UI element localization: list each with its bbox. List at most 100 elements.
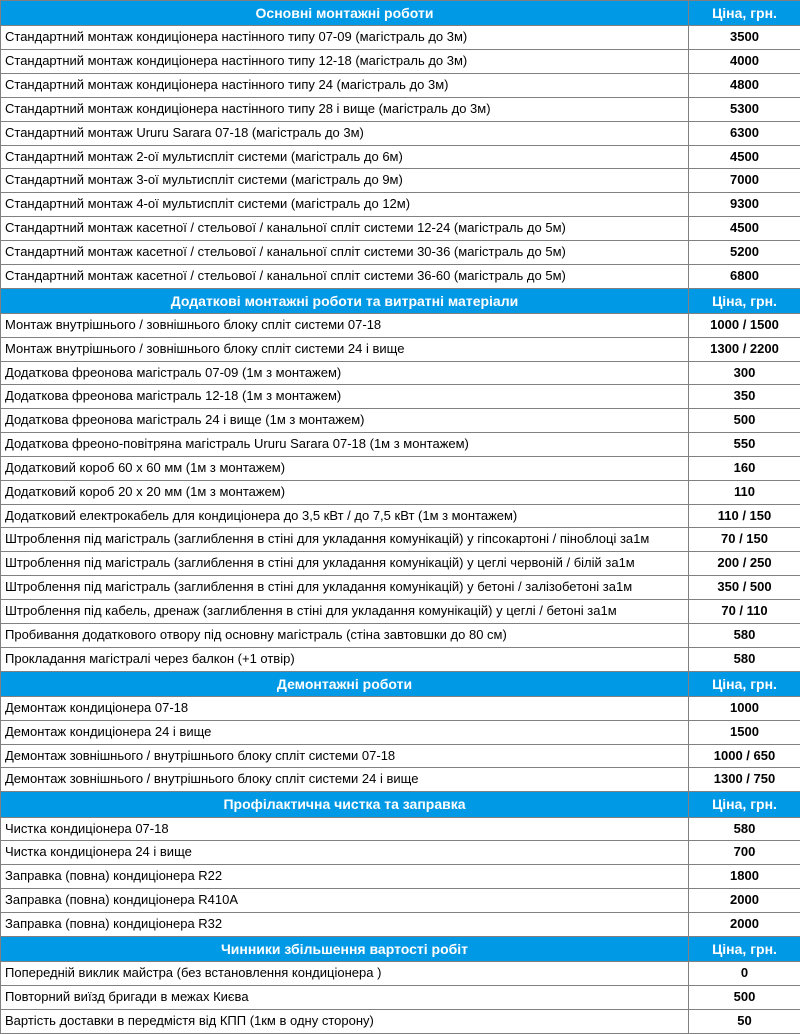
row-price: 500 [689, 409, 800, 433]
table-row: Попередній виклик майстра (без встановле… [1, 962, 800, 986]
row-price: 550 [689, 433, 800, 457]
table-row: Демонтаж зовнішнього / внутрішнього блок… [1, 744, 800, 768]
table-row: Додаткова фреоно-повітряна магістраль Ur… [1, 433, 800, 457]
table-row: Стандартний монтаж Ururu Sarara 07-18 (м… [1, 121, 800, 145]
table-row: Заправка (повна) кондиціонера R322000 [1, 912, 800, 936]
row-price: 580 [689, 817, 800, 841]
row-description: Демонтаж кондиціонера 07-18 [1, 696, 689, 720]
row-description: Стандартний монтаж 3-ої мультиспліт сист… [1, 169, 689, 193]
row-price: 2000 [689, 912, 800, 936]
row-price: 5300 [689, 97, 800, 121]
table-row: Заправка (повна) кондиціонера R221800 [1, 865, 800, 889]
section-header-title: Додаткові монтажні роботи та витратні ма… [1, 288, 689, 313]
table-row: Стандартний монтаж кондиціонера настінно… [1, 97, 800, 121]
table-row: Додаткова фреонова магістраль 24 і вище … [1, 409, 800, 433]
row-description: Чистка кондиціонера 07-18 [1, 817, 689, 841]
row-description: Чистка кондиціонера 24 і вище [1, 841, 689, 865]
row-description: Додаткова фреонова магістраль 07-09 (1м … [1, 361, 689, 385]
row-price: 2000 [689, 889, 800, 913]
row-price: 110 [689, 480, 800, 504]
row-price: 160 [689, 456, 800, 480]
row-description: Стандартний монтаж кондиціонера настінно… [1, 26, 689, 50]
table-row: Повторний виїзд бригади в межах Києва500 [1, 985, 800, 1009]
table-row: Стандартний монтаж кондиціонера настінно… [1, 26, 800, 50]
row-price: 1300 / 750 [689, 768, 800, 792]
row-price: 500 [689, 985, 800, 1009]
row-description: Стандартний монтаж 2-ої мультиспліт сист… [1, 145, 689, 169]
row-description: Штроблення під магістраль (заглиблення в… [1, 576, 689, 600]
row-price: 1300 / 2200 [689, 337, 800, 361]
row-price: 3500 [689, 26, 800, 50]
table-row: Демонтаж зовнішнього / внутрішнього блок… [1, 768, 800, 792]
row-price: 1000 / 650 [689, 744, 800, 768]
row-price: 4800 [689, 73, 800, 97]
table-row: Додатковий електрокабель для кондиціонер… [1, 504, 800, 528]
row-price: 1000 / 1500 [689, 313, 800, 337]
row-price: 4500 [689, 217, 800, 241]
section-header-title: Демонтажні роботи [1, 671, 689, 696]
section-header-price: Ціна, грн. [689, 936, 800, 961]
price-table: Основні монтажні роботиЦіна, грн.Стандар… [0, 0, 800, 1034]
row-price: 1500 [689, 720, 800, 744]
table-row: Стандартний монтаж касетної / стельової … [1, 240, 800, 264]
table-row: Штроблення під кабель, дренаж (заглиблен… [1, 600, 800, 624]
row-price: 700 [689, 841, 800, 865]
row-description: Стандартний монтаж Ururu Sarara 07-18 (м… [1, 121, 689, 145]
row-description: Додатковий електрокабель для кондиціонер… [1, 504, 689, 528]
row-price: 110 / 150 [689, 504, 800, 528]
row-price: 4000 [689, 50, 800, 74]
section-header-price: Ціна, грн. [689, 671, 800, 696]
row-price: 580 [689, 647, 800, 671]
row-description: Демонтаж зовнішнього / внутрішнього блок… [1, 768, 689, 792]
row-price: 300 [689, 361, 800, 385]
table-row: Пробивання додаткового отвору під основн… [1, 623, 800, 647]
section-header-title: Профілактична чистка та заправка [1, 792, 689, 817]
table-row: Демонтаж кондиціонера 07-181000 [1, 696, 800, 720]
row-description: Штроблення під магістраль (заглиблення в… [1, 528, 689, 552]
row-price: 7000 [689, 169, 800, 193]
row-price: 70 / 150 [689, 528, 800, 552]
table-row: Штроблення під магістраль (заглиблення в… [1, 576, 800, 600]
table-row: Демонтаж кондиціонера 24 і вище1500 [1, 720, 800, 744]
table-row: Штроблення під магістраль (заглиблення в… [1, 528, 800, 552]
row-description: Стандартний монтаж 4-ої мультиспліт сист… [1, 193, 689, 217]
table-row: Стандартний монтаж 2-ої мультиспліт сист… [1, 145, 800, 169]
row-price: 6300 [689, 121, 800, 145]
row-description: Стандартний монтаж касетної / стельової … [1, 264, 689, 288]
row-description: Додаткова фреонова магістраль 24 і вище … [1, 409, 689, 433]
section-header-price: Ціна, грн. [689, 792, 800, 817]
row-price: 0 [689, 962, 800, 986]
table-row: Стандартний монтаж кондиціонера настінно… [1, 50, 800, 74]
row-price: 70 / 110 [689, 600, 800, 624]
row-price: 5200 [689, 240, 800, 264]
row-description: Додаткова фреонова магістраль 12-18 (1м … [1, 385, 689, 409]
table-row: Стандартний монтаж касетної / стельової … [1, 217, 800, 241]
section-header-title: Основні монтажні роботи [1, 1, 689, 26]
row-price: 1000 [689, 696, 800, 720]
row-price: 200 / 250 [689, 552, 800, 576]
table-row: Прокладання магістралі через балкон (+1 … [1, 647, 800, 671]
row-description: Стандартний монтаж кондиціонера настінно… [1, 73, 689, 97]
row-description: Стандартний монтаж кондиціонера настінно… [1, 97, 689, 121]
row-description: Заправка (повна) кондиціонера R410A [1, 889, 689, 913]
table-row: Чистка кондиціонера 24 і вище700 [1, 841, 800, 865]
row-description: Попередній виклик майстра (без встановле… [1, 962, 689, 986]
section-header-price: Ціна, грн. [689, 1, 800, 26]
row-description: Демонтаж кондиціонера 24 і вище [1, 720, 689, 744]
row-price: 350 / 500 [689, 576, 800, 600]
row-price: 50 [689, 1009, 800, 1033]
table-row: Монтаж внутрішнього / зовнішнього блоку … [1, 337, 800, 361]
row-price: 9300 [689, 193, 800, 217]
row-description: Заправка (повна) кондиціонера R22 [1, 865, 689, 889]
row-price: 350 [689, 385, 800, 409]
row-price: 4500 [689, 145, 800, 169]
table-row: Стандартний монтаж 3-ої мультиспліт сист… [1, 169, 800, 193]
table-row: Монтаж внутрішнього / зовнішнього блоку … [1, 313, 800, 337]
row-description: Штроблення під магістраль (заглиблення в… [1, 552, 689, 576]
row-price: 1800 [689, 865, 800, 889]
row-description: Додаткова фреоно-повітряна магістраль Ur… [1, 433, 689, 457]
table-row: Додатковий короб 20 х 20 мм (1м з монтаж… [1, 480, 800, 504]
table-row: Додаткова фреонова магістраль 12-18 (1м … [1, 385, 800, 409]
row-description: Стандартний монтаж касетної / стельової … [1, 240, 689, 264]
row-description: Додатковий короб 60 х 60 мм (1м з монтаж… [1, 456, 689, 480]
